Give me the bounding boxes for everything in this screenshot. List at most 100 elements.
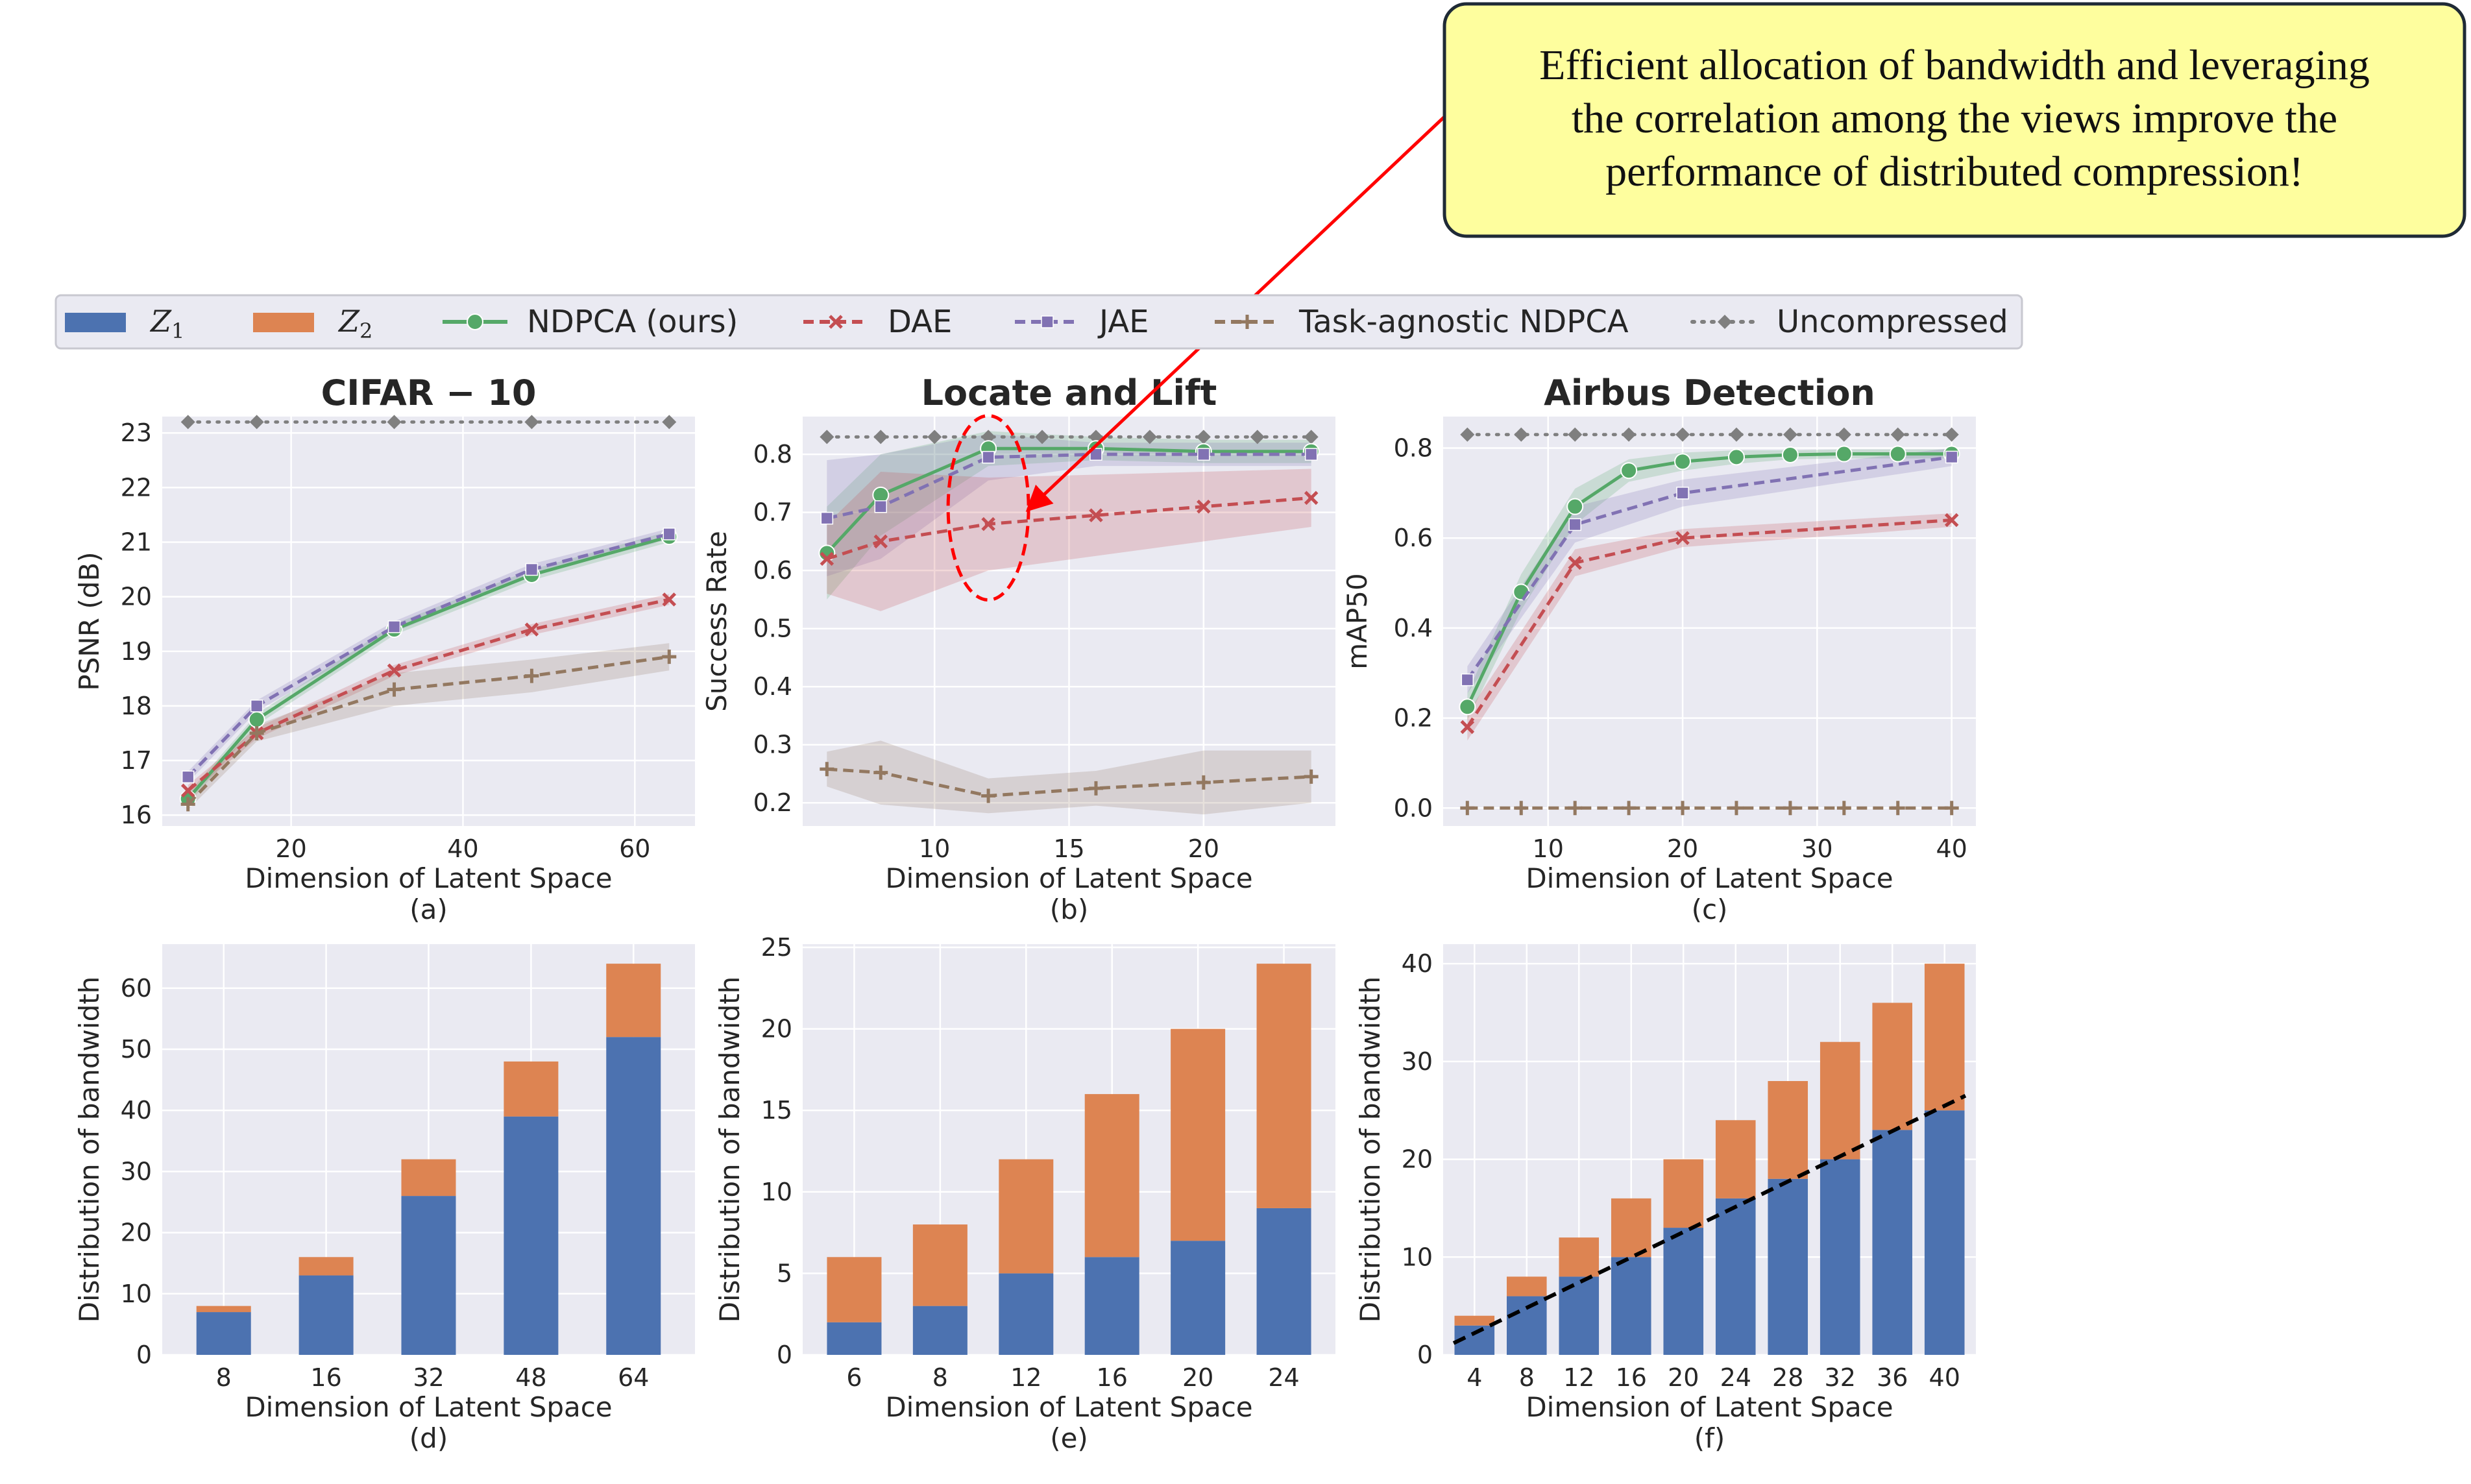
y-tick-label: 30 xyxy=(121,1157,152,1186)
series-line-jae xyxy=(1466,455,1953,681)
y-tick-label: 0.5 xyxy=(753,614,792,643)
y-tick-label: 40 xyxy=(1402,949,1433,978)
bar-z2 xyxy=(1506,1276,1547,1296)
data-point-jae xyxy=(1089,448,1102,461)
data-point-ndpca xyxy=(1674,453,1692,470)
legend-marker xyxy=(1240,315,1254,329)
data-point-unc xyxy=(662,415,677,430)
data-point-unc xyxy=(1675,427,1690,442)
data-point-dae xyxy=(1944,513,1959,528)
data-point-tagn xyxy=(1622,801,1637,816)
data-point-tagn xyxy=(387,682,402,697)
y-tick-label: 16 xyxy=(121,801,152,829)
data-point-unc xyxy=(1196,430,1211,444)
bar-z2 xyxy=(999,1159,1054,1274)
data-point-jae xyxy=(982,450,995,464)
data-point-unc xyxy=(927,430,942,444)
x-tick-label: 16 xyxy=(1616,1363,1647,1392)
x-tick-label: 15 xyxy=(1053,834,1084,863)
legend-item-jae: JAE xyxy=(1015,304,1149,340)
data-point-ndpca xyxy=(1566,498,1584,515)
x-axis-label: Dimension of Latent Space xyxy=(245,1391,612,1423)
bar-z1 xyxy=(827,1322,882,1355)
confidence-band-dae xyxy=(188,594,670,796)
bar-z2 xyxy=(1171,1028,1226,1241)
data-point-unc xyxy=(820,430,834,444)
panel-caption: (d) xyxy=(409,1422,448,1454)
series-line-dae xyxy=(187,598,670,792)
bar-z2 xyxy=(298,1257,354,1276)
x-tick-label: 64 xyxy=(618,1363,649,1392)
x-tick-label: 48 xyxy=(515,1363,546,1392)
bar-z2 xyxy=(1820,1041,1860,1160)
bar-z1 xyxy=(298,1275,354,1355)
data-point-dae xyxy=(180,783,195,798)
y-tick-label: 60 xyxy=(121,974,152,1003)
data-point-tagn xyxy=(981,788,996,803)
chart-title: CIFAR − 10 xyxy=(321,372,537,413)
x-tick-label: 28 xyxy=(1772,1363,1803,1392)
x-tick-label: 24 xyxy=(1268,1363,1299,1392)
data-point-jae xyxy=(663,528,676,541)
bar-z1 xyxy=(1256,1208,1311,1355)
y-tick-label: 0.8 xyxy=(1394,434,1433,463)
y-tick-label: 5 xyxy=(777,1259,792,1287)
bar-z1 xyxy=(196,1312,251,1355)
bar-z1 xyxy=(1611,1257,1651,1355)
data-point-ndpca xyxy=(1889,445,1906,463)
confidence-band-dae xyxy=(1467,513,1952,741)
data-point-tagn xyxy=(662,650,677,664)
bar-z1 xyxy=(606,1037,661,1355)
legend-item-z1: Z1 xyxy=(65,304,184,343)
legend: Z1 Z2 NDPCA (ours) DAE JAE Task-agnostic NDPC… xyxy=(55,294,2023,350)
data-point-tagn xyxy=(1460,801,1475,816)
x-tick-label: 20 xyxy=(275,834,306,863)
x-tick-label: 12 xyxy=(1010,1363,1041,1392)
data-point-unc xyxy=(1622,427,1637,442)
bar-z1 xyxy=(999,1273,1054,1355)
chart-panel-e: 0 5 10 15 20 25 6 8 12 16 20 24 Dimension of Latent … xyxy=(714,933,1335,1454)
callout-text-line: the correlation among the views improve … xyxy=(1572,95,2337,142)
data-point-ndpca xyxy=(1620,462,1638,480)
y-axis-label: Distribution of bandwidth xyxy=(73,977,105,1323)
data-point-tagn xyxy=(873,765,888,780)
x-axis-label: Dimension of Latent Space xyxy=(885,862,1252,894)
legend-item-dae: DAE xyxy=(803,304,952,340)
data-point-unc xyxy=(1944,427,1959,442)
x-tick-label: 16 xyxy=(310,1363,341,1392)
data-point-tagn xyxy=(249,725,264,740)
bar-z1 xyxy=(1084,1257,1139,1355)
bar-z1 xyxy=(504,1116,559,1355)
x-tick-label: 6 xyxy=(846,1363,862,1392)
panel-caption: (e) xyxy=(1050,1422,1088,1454)
callout-box: Efficient allocation of bandwidth and le… xyxy=(1442,2,2466,238)
legend-item-z2: Z2 xyxy=(253,304,372,343)
data-point-unc xyxy=(1035,430,1050,444)
x-tick-label: 12 xyxy=(1563,1363,1594,1392)
x-tick-label: 40 xyxy=(447,834,478,863)
y-tick-label: 30 xyxy=(1402,1047,1433,1076)
bar-z2 xyxy=(827,1257,882,1322)
y-tick-label: 0.7 xyxy=(753,498,792,527)
data-point-tagn xyxy=(1944,801,1959,816)
data-point-unc xyxy=(1514,427,1529,442)
x-axis-label: Dimension of Latent Space xyxy=(885,1391,1252,1423)
legend-label: DAE xyxy=(888,304,952,340)
bar-z2 xyxy=(1768,1081,1808,1179)
panel-caption: (f) xyxy=(1694,1422,1725,1454)
data-point-dae xyxy=(662,592,677,607)
legend-swatch xyxy=(253,313,314,332)
legend-label-subscript: 1 xyxy=(171,319,184,343)
series-line-ndpca xyxy=(825,446,1311,555)
y-tick-label: 0.2 xyxy=(753,788,792,817)
data-point-unc xyxy=(1460,427,1475,442)
x-tick-label: 20 xyxy=(1668,1363,1699,1392)
data-point-jae xyxy=(1461,673,1474,687)
data-point-unc xyxy=(1568,427,1583,442)
bar-z1 xyxy=(1872,1130,1913,1355)
y-tick-label: 0 xyxy=(777,1341,792,1369)
legend-item-tagn: Task-agnostic NDPCA xyxy=(1215,304,1629,340)
x-tick-label: 40 xyxy=(1936,834,1967,863)
